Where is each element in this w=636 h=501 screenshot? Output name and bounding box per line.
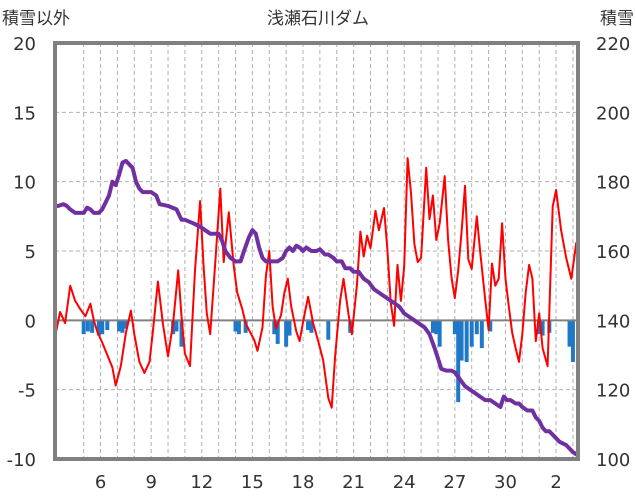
precipitation-bar xyxy=(105,320,110,331)
precipitation-bar xyxy=(90,320,95,333)
x-tick-label: 12 xyxy=(190,472,213,493)
precipitation-bar xyxy=(117,320,122,332)
right-tick-label: 200 xyxy=(596,103,630,124)
x-tick-label: 15 xyxy=(241,472,264,493)
right-axis-title: 積雪 xyxy=(600,9,634,29)
temperature-line xyxy=(54,157,579,409)
chart-title: 浅瀬石川ダム xyxy=(267,9,369,29)
precipitation-bar xyxy=(567,320,572,347)
precipitation-bar xyxy=(479,320,484,349)
precipitation-bar xyxy=(459,320,464,361)
right-tick-label: 220 xyxy=(596,34,630,55)
right-tick-label: 180 xyxy=(596,173,630,194)
precipitation-bar xyxy=(306,320,311,331)
precipitation-bar xyxy=(474,320,479,335)
precipitation-bar xyxy=(243,320,248,333)
x-tick-label: 6 xyxy=(95,472,106,493)
precipitation-bar xyxy=(452,320,457,335)
precipitation-bar xyxy=(284,320,289,347)
left-tick-label: -5 xyxy=(18,381,36,402)
precipitation-bar xyxy=(123,320,128,329)
precipitation-bar xyxy=(464,320,469,362)
precipitation-bar xyxy=(81,320,86,335)
tick-labels: 20 15 10 5 0 -5 -10 220 200 180 160 140 120 100 6 9 12 15… xyxy=(7,34,631,493)
left-axis-title: 積雪以外 xyxy=(2,9,70,29)
precipitation-bar xyxy=(236,320,241,335)
x-tick-label: 2 xyxy=(550,472,561,493)
precipitation-bar xyxy=(287,320,292,336)
precipitation-bar xyxy=(96,320,101,336)
right-tick-label: 140 xyxy=(596,311,630,332)
left-tick-label: 15 xyxy=(13,103,36,124)
precipitation-bar xyxy=(233,320,238,332)
precipitation-bar xyxy=(275,320,280,344)
x-tick-label: 27 xyxy=(443,472,466,493)
snow-depth-line-group xyxy=(53,158,580,458)
precipitation-bar xyxy=(430,320,435,333)
x-tick-label: 9 xyxy=(145,472,156,493)
right-tick-label: 160 xyxy=(596,242,630,263)
precipitation-bar xyxy=(272,320,277,335)
precipitation-bar xyxy=(469,320,474,347)
left-tick-label: -10 xyxy=(7,450,36,471)
precipitation-bar xyxy=(540,320,545,336)
snow-depth-line xyxy=(53,158,580,458)
left-tick-label: 5 xyxy=(25,242,36,263)
precipitation-bar xyxy=(488,320,493,332)
x-tick-label: 30 xyxy=(494,472,517,493)
precipitation-bar xyxy=(174,320,179,332)
precipitation-bar xyxy=(179,320,184,347)
x-tick-label: 18 xyxy=(292,472,315,493)
precipitation-bar xyxy=(326,320,331,340)
precipitation-bar xyxy=(100,320,105,335)
left-tick-label: 10 xyxy=(13,173,36,194)
x-tick-label: 21 xyxy=(342,472,365,493)
left-tick-label: 20 xyxy=(13,34,36,55)
precipitation-bar xyxy=(437,320,442,347)
precipitation-bar xyxy=(434,320,439,335)
right-tick-label: 100 xyxy=(596,450,630,471)
plot-frame xyxy=(53,41,580,461)
left-tick-label: 0 xyxy=(25,311,36,332)
precipitation-bar xyxy=(120,320,125,333)
x-tick-label: 24 xyxy=(393,472,416,493)
precipitation-bar xyxy=(456,320,461,403)
right-tick-label: 120 xyxy=(596,381,630,402)
precipitation-bar xyxy=(537,320,542,335)
precipitation-bar xyxy=(570,320,575,362)
precipitation-bar xyxy=(85,320,90,332)
temperature-line-group xyxy=(54,157,579,409)
precipitation-bar xyxy=(309,320,314,333)
